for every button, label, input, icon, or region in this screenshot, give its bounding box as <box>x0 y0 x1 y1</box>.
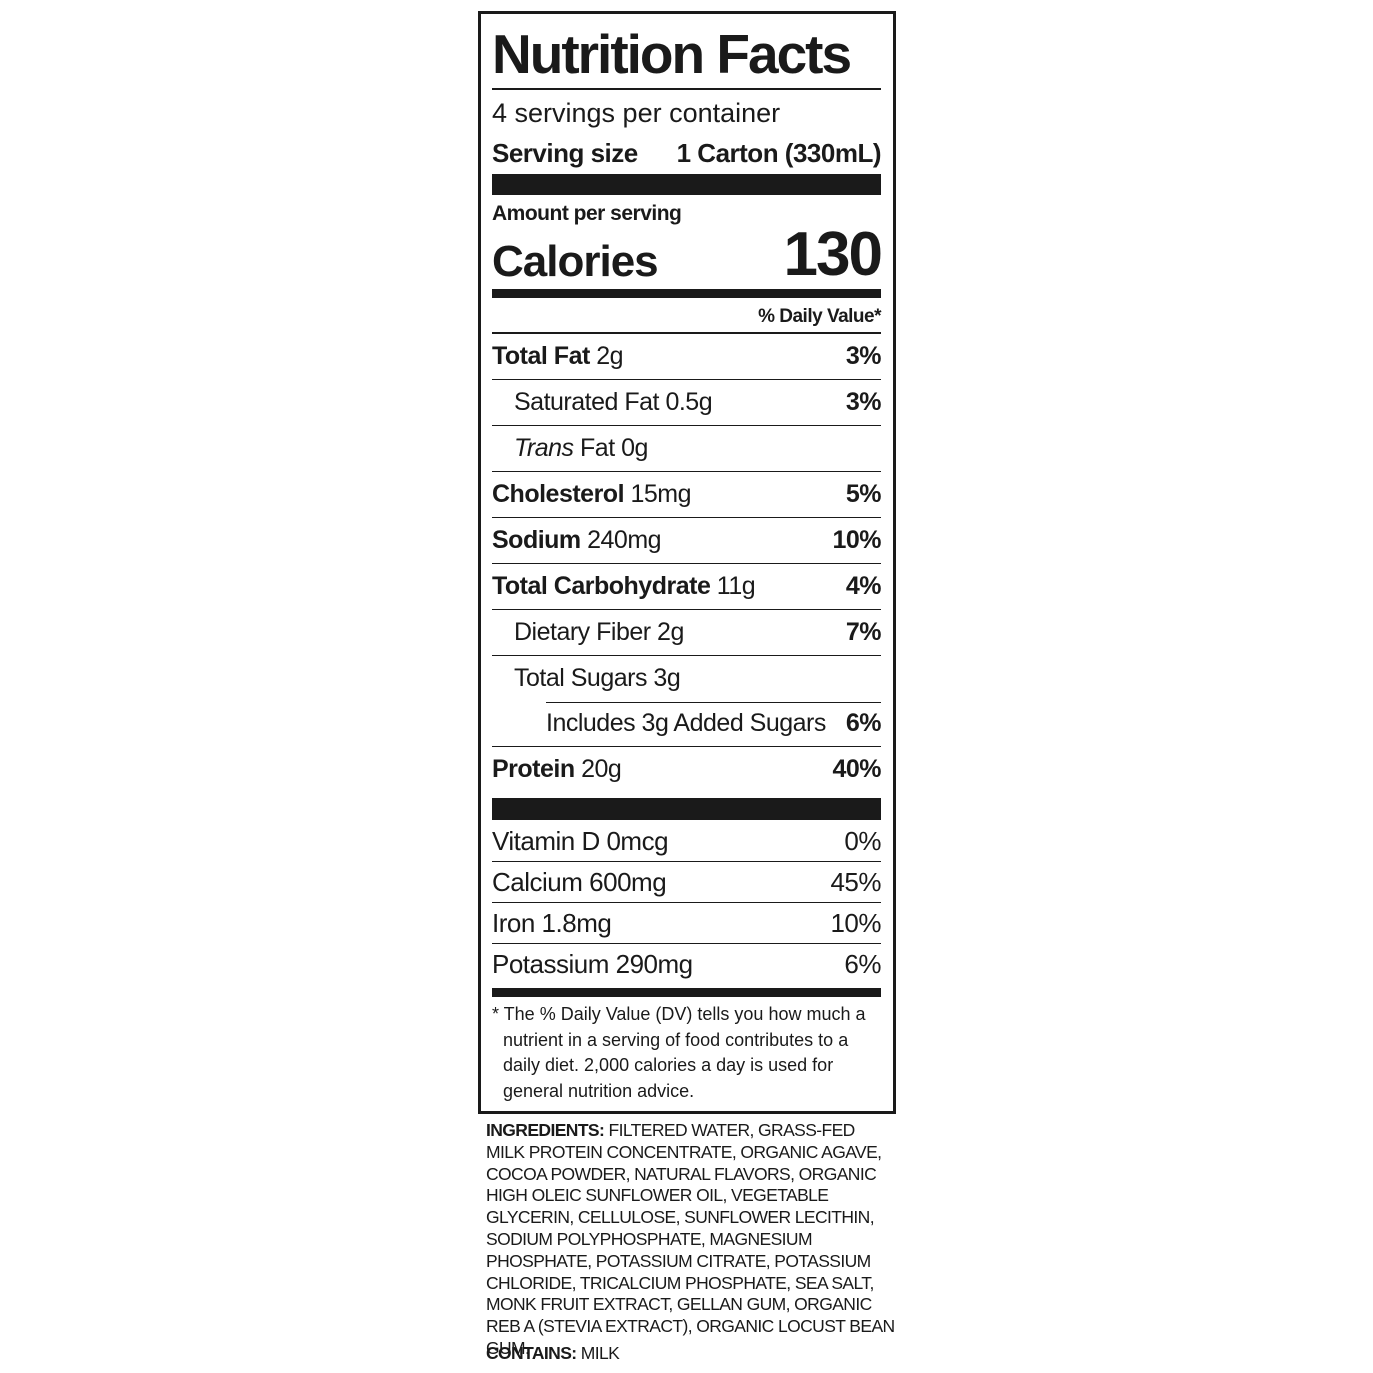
nutrient-row: Dietary Fiber 2g 7% <box>492 610 882 656</box>
vitamin-amount: 290mg <box>615 948 694 979</box>
nutrient-name: Total Fat <box>492 342 590 370</box>
vitamin-row: Iron 1.8mg 10% <box>492 903 881 944</box>
nutrient-dv: 3% <box>845 388 882 416</box>
nutrient-row: Cholesterol 15mg 5% <box>492 472 882 518</box>
nutrient-rows: Total Fat 2g 3% Saturated Fat 0.5g 3% Tran… <box>492 334 882 792</box>
servings: 4 servings per container <box>492 98 781 128</box>
medium-bar <box>492 988 881 997</box>
nutrient-dv: 7% <box>845 618 882 646</box>
vitamin-rows: Vitamin D 0mcg 0% Calcium 600mg 45% Iron 1… <box>492 821 881 984</box>
nutrient-row: Total Fat 2g 3% <box>492 334 882 380</box>
contains-text: MILK <box>580 1343 620 1363</box>
calories-value: 130 <box>783 220 883 289</box>
nutrient-name: Dietary Fiber <box>514 618 651 646</box>
ingredients: INGREDIENTS: FILTERED WATER, GRASS-FED M… <box>486 1120 896 1360</box>
contains: CONTAINS: MILK <box>486 1342 620 1364</box>
vitamin-dv: 45% <box>830 866 881 897</box>
vitamin-amount: 1.8mg <box>541 907 612 938</box>
nutrition-panel: Nutrition Facts 4 servings per container… <box>478 11 896 1114</box>
nutrient-amount: 0.5g <box>665 388 713 416</box>
nutrient-name: Sodium <box>492 526 581 554</box>
nutrient-row: Includes 3g Added Sugars 6% <box>492 701 882 747</box>
nutrient-row: Sodium 240mg 10% <box>492 518 881 564</box>
thick-bar <box>492 174 881 195</box>
vitamin-row: Calcium 600mg 45% <box>492 862 881 903</box>
nutrient-amount: 20g <box>581 755 622 783</box>
vitamin-name: Iron <box>492 907 535 938</box>
dv-header: % Daily Value* <box>758 306 881 327</box>
nutrient-dv: 4% <box>845 572 882 600</box>
nutrient-amount: 11g <box>716 572 756 600</box>
nutrient-row: Total Sugars 3g <box>492 656 881 703</box>
serving-size-label: Serving size <box>492 138 638 168</box>
nutrient-name: Saturated Fat <box>514 388 659 416</box>
serving-size-value: 1 Carton (330mL) <box>676 138 882 168</box>
rule <box>492 332 881 334</box>
nutrient-name: Trans <box>514 434 574 462</box>
footnote: * The % Daily Value (DV) tells you how m… <box>492 1004 866 1101</box>
nutrient-dv: 6% <box>845 709 882 737</box>
nutrient-row: Trans Fat 0g <box>492 426 881 472</box>
rule <box>492 88 881 90</box>
nutrient-dv: 3% <box>845 342 882 370</box>
vitamin-name: Vitamin D <box>492 825 600 856</box>
nutrient-name: Includes 3g Added Sugars <box>546 709 826 737</box>
nutrient-name: Total Sugars <box>514 664 647 692</box>
ingredients-label: INGREDIENTS: <box>486 1120 605 1140</box>
vitamin-name: Calcium <box>492 866 583 897</box>
vitamin-dv: 0% <box>844 825 881 856</box>
nutrient-amount: 3g <box>653 664 681 692</box>
thick-bar <box>492 798 881 820</box>
vitamin-dv: 10% <box>830 907 881 938</box>
serving-size: Serving size 1 Carton (330mL) <box>492 136 882 170</box>
vitamin-row: Vitamin D 0mcg 0% <box>492 821 881 862</box>
nutrient-name: Total Carbohydrate <box>492 572 711 600</box>
nutrient-amount: 2g <box>596 342 624 370</box>
medium-bar <box>492 289 881 298</box>
nutrient-row: Protein 20g 40% <box>492 747 881 792</box>
nutrient-amount: 15mg <box>630 480 692 508</box>
nutrient-row: Total Carbohydrate 11g 4% <box>492 564 882 610</box>
nutrient-row: Saturated Fat 0.5g 3% <box>492 380 882 426</box>
nutrient-dv: 10% <box>832 526 881 554</box>
nutrient-name: Cholesterol <box>492 480 625 508</box>
vitamin-row: Potassium 290mg 6% <box>492 944 881 984</box>
vitamin-name: Potassium <box>492 948 609 979</box>
nutrient-name: Protein <box>492 755 575 783</box>
nutrient-dv: 5% <box>845 480 882 508</box>
ingredients-text: FILTERED WATER, GRASS-FED MILK PROTEIN C… <box>486 1120 895 1358</box>
vitamin-amount: 600mg <box>589 866 667 897</box>
nutrient-amount: 240mg <box>587 526 662 554</box>
calories-label: Calories <box>492 237 659 286</box>
calories: Calories 130 <box>492 220 883 290</box>
nutrient-dv: 40% <box>832 755 881 783</box>
contains-label: CONTAINS: <box>486 1343 577 1363</box>
nutrient-amount: 2g <box>657 618 684 646</box>
vitamin-amount: 0mcg <box>606 825 669 856</box>
vitamin-dv: 6% <box>844 948 881 979</box>
amount-per-serving: Amount per serving <box>492 202 682 225</box>
title: Nutrition Facts <box>492 23 852 85</box>
nutrient-amount: Fat 0g <box>580 434 648 462</box>
